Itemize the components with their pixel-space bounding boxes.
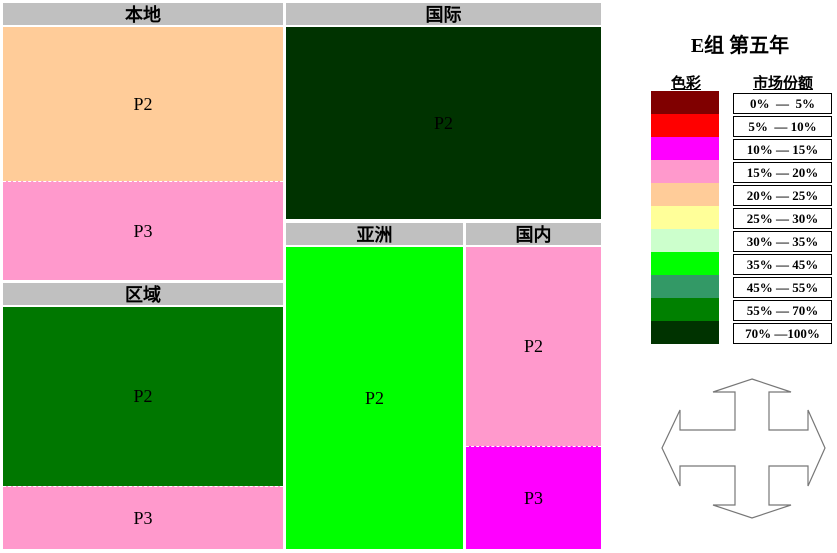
legend-range: 20% — 25% <box>733 185 832 206</box>
market-cell: P3 <box>3 181 283 280</box>
legend-range: 5% — 10% <box>733 116 832 137</box>
panel-header: 国际 <box>286 3 601 26</box>
market-cell: P2 <box>286 247 463 549</box>
market-cell: P2 <box>286 27 601 219</box>
market-cell: P3 <box>3 486 283 549</box>
legend-swatch <box>651 91 719 114</box>
legend-range: 10% — 15% <box>733 139 832 160</box>
legend-header: 色彩 <box>670 75 701 92</box>
legend-range: 30% — 35% <box>733 231 832 252</box>
panel-header: 国内 <box>466 223 601 246</box>
legend-swatch <box>651 229 719 252</box>
legend-header: 市场份额 <box>752 75 813 92</box>
legend-swatch <box>651 160 719 183</box>
market-cell: P3 <box>466 446 601 549</box>
panel-header: 区域 <box>3 283 283 306</box>
legend-range: 55% — 70% <box>733 300 832 321</box>
legend-swatch <box>651 275 719 298</box>
legend-swatch <box>651 252 719 275</box>
title: E组 第五年 <box>690 34 790 57</box>
legend-range: 15% — 20% <box>733 162 832 183</box>
legend-range: 35% — 45% <box>733 254 832 275</box>
legend-swatch <box>651 321 719 344</box>
legend-swatch <box>651 298 719 321</box>
panel-header: 本地 <box>3 3 283 26</box>
legend-range: 25% — 30% <box>733 208 832 229</box>
legend-swatch <box>651 137 719 160</box>
market-cell: P2 <box>3 307 283 486</box>
legend-range: 45% — 55% <box>733 277 832 298</box>
market-cell: P2 <box>3 27 283 181</box>
legend-range: 0% — 5% <box>733 93 832 114</box>
legend-swatch <box>651 183 719 206</box>
legend-swatch <box>651 114 719 137</box>
legend-range: 70% —100% <box>733 323 832 344</box>
panel-header: 亚洲 <box>286 223 463 246</box>
arrows <box>661 378 826 519</box>
legend-swatch <box>651 206 719 229</box>
market-cell: P2 <box>466 247 601 446</box>
